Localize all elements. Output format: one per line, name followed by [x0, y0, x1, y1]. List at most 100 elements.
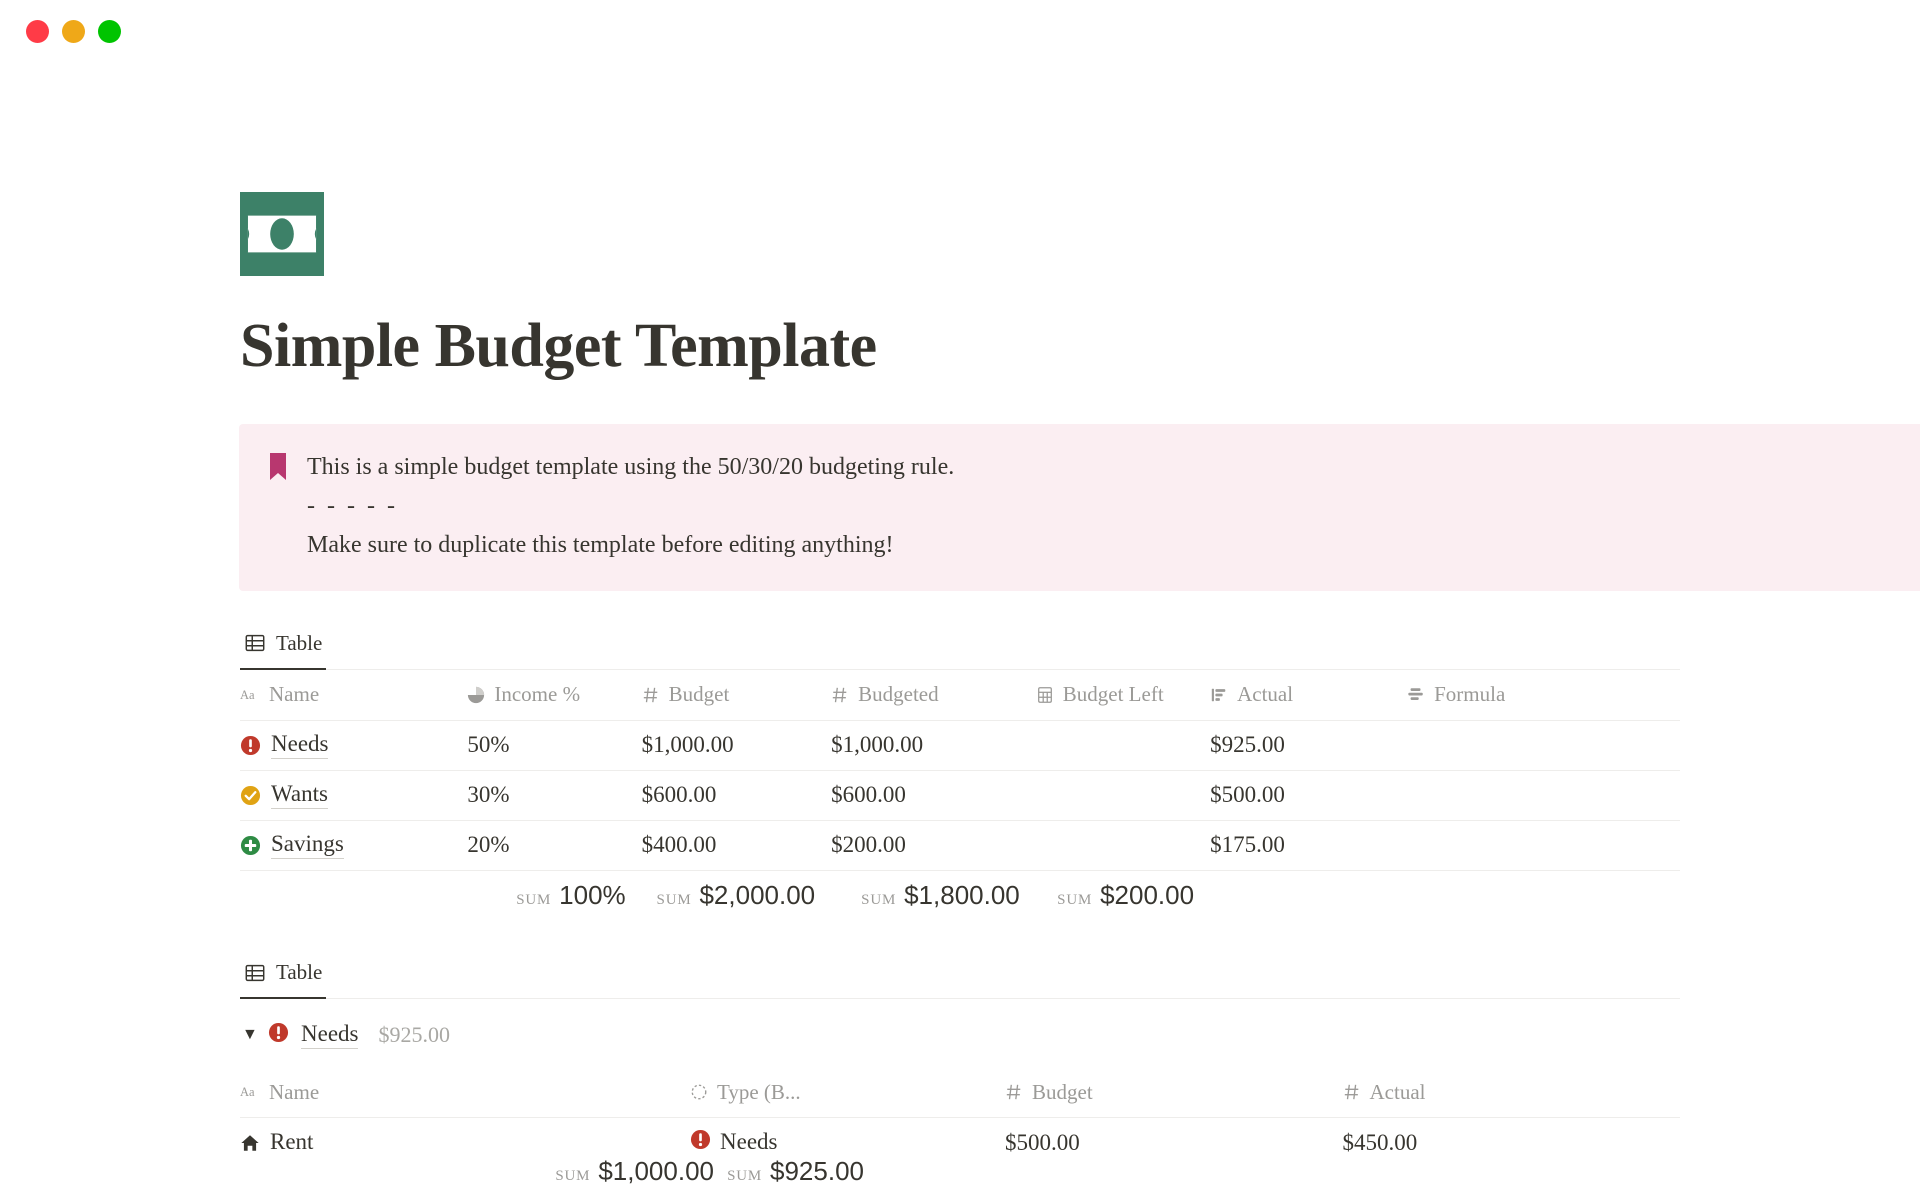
column-label: Income %	[494, 682, 581, 707]
column-header-actual[interactable]: Actual	[1210, 670, 1407, 721]
sum-label: SUM	[656, 892, 692, 909]
money-banknote-emoji	[240, 192, 324, 276]
sum-cell-income-pct[interactable]: SUM 100%	[467, 870, 641, 920]
table-row[interactable]: Needs 50% $1,000.00 $1,000.00 $925.00	[240, 720, 1680, 770]
sum-label: SUM	[1057, 892, 1093, 909]
sum-cell-budget[interactable]: SUM $1,000.00	[555, 1156, 730, 1187]
callout-line-1: This is a simple budget template using t…	[307, 454, 955, 481]
cell-actual[interactable]: $450.00	[1342, 1129, 1418, 1155]
column-header-actual[interactable]: Actual	[1343, 1067, 1681, 1118]
column-header-type[interactable]: Type (B...	[690, 1067, 1005, 1118]
cell-name[interactable]: Needs	[240, 720, 467, 770]
row-name[interactable]: Rent	[270, 1129, 314, 1157]
group-header-needs[interactable]: ▼ Needs $925.00	[240, 999, 1680, 1067]
bookmark-icon	[267, 448, 289, 487]
row-name[interactable]: Needs	[271, 731, 329, 760]
cell-budget[interactable]: $400.00	[641, 832, 717, 858]
group-total: $925.00	[378, 1022, 450, 1048]
column-header-budgeted[interactable]: Budgeted	[831, 670, 1036, 721]
cell-budget[interactable]: $1,000.00	[641, 732, 734, 758]
window-close-button[interactable]	[26, 19, 49, 43]
sum-value: 100%	[559, 880, 626, 911]
column-header-budget-left[interactable]: Budget Left	[1036, 670, 1210, 721]
page-scroll-area[interactable]: Simple Budget Template This is a simple …	[0, 62, 1920, 1200]
title-text-icon: Aa	[240, 687, 260, 703]
table-sum-row: SUM 100% SUM $2,000.00 S	[240, 870, 1680, 920]
sum-value: $200.00	[1100, 880, 1195, 911]
column-label: Actual	[1369, 1079, 1426, 1104]
house-icon	[240, 1133, 260, 1153]
title-text-icon: Aa	[240, 1084, 260, 1100]
cell-budget-left[interactable]	[1036, 820, 1210, 870]
sum-value: $2,000.00	[699, 880, 816, 911]
cell-income-pct[interactable]: 50%	[467, 732, 510, 758]
callout-divider-line: - - - - -	[307, 493, 398, 520]
orange-check-icon	[240, 785, 261, 806]
page-content: Simple Budget Template This is a simple …	[110, 192, 1920, 1200]
number-hash-icon	[642, 686, 660, 704]
window-minimize-button[interactable]	[62, 19, 85, 43]
callout-block[interactable]: This is a simple budget template using t…	[239, 424, 1920, 591]
column-header-name[interactable]: Aa Name	[240, 1067, 690, 1118]
group-name[interactable]: Needs	[301, 1021, 359, 1050]
rollup-icon	[1210, 686, 1228, 704]
column-label: Budgeted	[858, 682, 939, 707]
page-icon[interactable]	[240, 192, 324, 276]
cell-budgeted[interactable]: $1,000.00	[831, 732, 924, 758]
cell-income-pct[interactable]: 30%	[467, 782, 510, 808]
table-icon	[244, 962, 266, 984]
red-exclamation-icon	[268, 1022, 289, 1049]
window-maximize-button[interactable]	[98, 19, 121, 43]
column-header-income-pct[interactable]: Income %	[467, 670, 641, 721]
window-titlebar	[0, 0, 1920, 62]
cell-budgeted[interactable]: $200.00	[831, 832, 906, 858]
callout-line-3: Make sure to duplicate this template bef…	[307, 531, 894, 558]
type-value[interactable]: Needs	[720, 1129, 778, 1157]
table-row[interactable]: Wants 30% $600.00 $600.00 $500.00	[240, 770, 1680, 820]
row-name[interactable]: Wants	[271, 781, 328, 810]
cell-budget[interactable]: $600.00	[641, 782, 717, 808]
sum-cell-actual[interactable]: SUM $925.00	[727, 1156, 880, 1187]
calculator-formula-icon	[1036, 686, 1054, 704]
cell-budget-left[interactable]	[1036, 720, 1210, 770]
column-label: Name	[269, 1079, 320, 1104]
column-label: Budget	[1032, 1079, 1093, 1104]
cell-budgeted[interactable]: $600.00	[831, 782, 906, 808]
column-header-budget[interactable]: Budget	[642, 670, 831, 721]
table-row[interactable]: Rent	[240, 1117, 1680, 1168]
sum-cell-budgeted[interactable]: SUM $1,800.00	[831, 870, 1036, 920]
cell-formula[interactable]	[1407, 770, 1680, 820]
sum-label: SUM	[516, 892, 552, 909]
pie-chart-icon	[467, 686, 485, 704]
cell-actual[interactable]: $500.00	[1210, 782, 1285, 808]
cell-formula[interactable]	[1407, 820, 1680, 870]
row-name[interactable]: Savings	[271, 831, 344, 860]
cell-formula[interactable]	[1407, 720, 1680, 770]
table-row[interactable]: Savings 20% $400.00 $200.00 $175.00	[240, 820, 1680, 870]
sticky-sum-bar: SUM $1,000.00 SUM $925.00	[0, 1156, 1920, 1200]
cell-name[interactable]: Wants	[240, 770, 467, 820]
column-header-formula[interactable]: Formula	[1407, 670, 1680, 721]
tab-table-1[interactable]: Table	[240, 625, 327, 670]
cell-actual[interactable]: $925.00	[1210, 732, 1285, 758]
sum-cell-budget-left[interactable]: SUM $200.00	[1036, 870, 1210, 920]
sum-cell-budget[interactable]: SUM $2,000.00	[642, 870, 831, 920]
sum-value: $1,800.00	[904, 880, 1020, 911]
cell-budget-left[interactable]	[1036, 770, 1210, 820]
page-title[interactable]: Simple Budget Template	[240, 312, 877, 380]
column-label: Budget	[668, 682, 730, 707]
tab-table-2[interactable]: Table	[240, 954, 327, 1000]
sum-cell-empty	[240, 870, 467, 920]
column-label: Name	[269, 682, 320, 707]
sum-value: $925.00	[770, 1156, 864, 1186]
red-exclamation-icon	[690, 1129, 711, 1156]
chevron-down-icon[interactable]: ▼	[242, 1026, 258, 1044]
column-header-budget[interactable]: Budget	[1005, 1067, 1343, 1118]
cell-income-pct[interactable]: 20%	[467, 832, 510, 858]
cell-name[interactable]: Savings	[240, 820, 467, 870]
cell-budget[interactable]: $500.00	[1005, 1129, 1080, 1155]
cell-actual[interactable]: $175.00	[1210, 832, 1285, 858]
formula-icon	[1407, 686, 1425, 704]
column-header-name[interactable]: Aa Name	[240, 670, 467, 721]
budget-summary-table: Aa Name	[240, 670, 1680, 921]
